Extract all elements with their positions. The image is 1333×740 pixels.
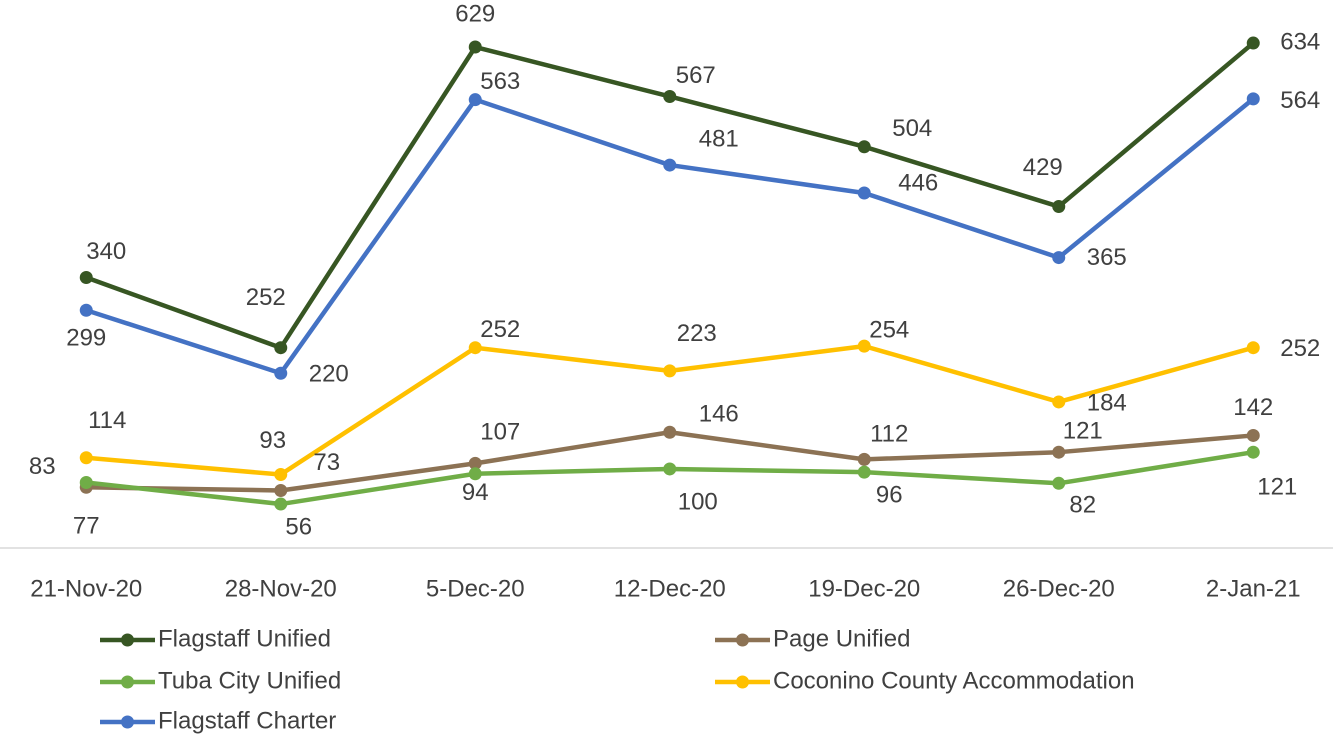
data-point (468, 40, 482, 54)
data-label: 481 (699, 125, 739, 152)
data-point (468, 341, 482, 355)
data-point (1246, 36, 1260, 50)
data-label: 299 (66, 325, 106, 352)
data-label: 252 (1280, 335, 1320, 362)
data-point (79, 271, 93, 285)
legend-marker (121, 675, 134, 689)
data-label: 93 (259, 427, 286, 454)
data-label: 73 (313, 449, 340, 476)
data-point (663, 425, 677, 439)
data-point (1052, 445, 1066, 459)
data-point (1246, 341, 1260, 355)
data-label: 220 (309, 361, 349, 388)
x-tick-label: 21-Nov-20 (30, 575, 142, 602)
data-point (663, 462, 677, 476)
data-point (663, 89, 677, 103)
data-point (857, 452, 871, 466)
data-label: 340 (86, 238, 126, 265)
data-label: 564 (1280, 87, 1320, 114)
data-label: 83 (29, 453, 56, 480)
data-point (79, 303, 93, 317)
data-label: 100 (678, 488, 718, 515)
data-label: 82 (1069, 492, 1096, 519)
data-point (1246, 92, 1260, 106)
data-label: 56 (285, 513, 312, 540)
legend-label: Flagstaff Charter (158, 707, 336, 734)
legend-label: Coconino County Accommodation (773, 667, 1135, 694)
data-point (274, 341, 288, 355)
data-label: 121 (1257, 474, 1297, 501)
data-label: 365 (1087, 244, 1127, 271)
data-label: 429 (1023, 154, 1063, 181)
data-label: 107 (480, 419, 520, 446)
data-point (274, 366, 288, 380)
data-point (857, 186, 871, 200)
data-point (274, 497, 288, 511)
data-point (1052, 476, 1066, 490)
x-tick-label: 5-Dec-20 (426, 575, 525, 602)
data-point (1052, 251, 1066, 265)
legend-marker (736, 675, 749, 689)
data-point (857, 465, 871, 479)
data-label: 504 (892, 115, 932, 142)
x-tick-label: 12-Dec-20 (614, 575, 726, 602)
data-point (663, 364, 677, 378)
data-label: 446 (898, 169, 938, 196)
data-point (1052, 395, 1066, 409)
data-label: 184 (1087, 389, 1127, 416)
data-label: 96 (876, 481, 903, 508)
data-point (1052, 200, 1066, 214)
data-point (79, 451, 93, 465)
data-label: 77 (73, 513, 100, 540)
data-point (1246, 428, 1260, 442)
series-line (85, 97, 1255, 376)
x-tick-label: 28-Nov-20 (225, 575, 337, 602)
x-tick-label: 19-Dec-20 (808, 575, 920, 602)
legend-label: Flagstaff Unified (158, 625, 331, 652)
data-label: 254 (869, 316, 909, 343)
legend-label: Page Unified (773, 625, 910, 652)
legend-marker (121, 633, 134, 647)
data-point (663, 158, 677, 172)
x-tick-label: 2-Jan-21 (1206, 575, 1301, 602)
data-label: 112 (870, 421, 908, 448)
x-tick-label: 26-Dec-20 (1003, 575, 1115, 602)
data-label: 146 (699, 401, 739, 428)
data-label: 252 (480, 316, 520, 343)
legend-marker (121, 715, 134, 729)
data-label: 223 (677, 320, 717, 347)
data-label: 114 (88, 407, 126, 434)
data-label: 629 (455, 0, 495, 27)
data-label: 634 (1280, 28, 1320, 55)
data-label: 94 (462, 479, 489, 506)
data-label: 121 (1063, 418, 1103, 445)
legend-marker (736, 633, 749, 647)
data-point (468, 456, 482, 470)
data-point (857, 140, 871, 154)
data-point (468, 467, 482, 481)
data-label: 142 (1233, 394, 1273, 421)
data-point (468, 93, 482, 107)
legend-label: Tuba City Unified (158, 667, 341, 694)
data-point (274, 483, 288, 497)
data-point (79, 476, 93, 490)
data-label: 252 (246, 284, 286, 311)
data-label: 567 (676, 62, 716, 89)
data-point (857, 339, 871, 353)
data-point (274, 468, 288, 482)
data-label: 563 (480, 68, 520, 95)
data-point (1246, 445, 1260, 459)
